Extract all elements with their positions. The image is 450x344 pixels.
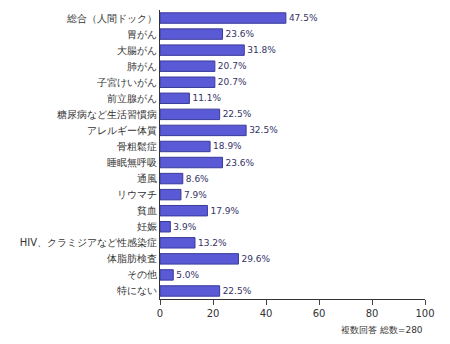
svg-text:22.5%: 22.5%	[223, 109, 252, 119]
svg-text:3.9%: 3.9%	[173, 222, 196, 232]
svg-text:リウマチ: リウマチ	[117, 189, 157, 200]
svg-text:胃がん: 胃がん	[127, 29, 157, 40]
svg-text:22.5%: 22.5%	[223, 286, 252, 296]
svg-text:子宮けいがん: 子宮けいがん	[97, 77, 157, 88]
svg-text:23.6%: 23.6%	[226, 158, 255, 168]
svg-text:肺がん: 肺がん	[127, 61, 157, 72]
svg-text:18.9%: 18.9%	[213, 141, 242, 151]
svg-text:20: 20	[207, 308, 220, 319]
svg-text:総合（人間ドック）: 総合（人間ドック）	[66, 13, 157, 24]
svg-text:睡眠無呼吸: 睡眠無呼吸	[107, 157, 157, 168]
svg-text:体脂肪検査: 体脂肪検査	[107, 253, 157, 264]
svg-text:20.7%: 20.7%	[218, 61, 247, 71]
svg-text:その他: その他	[127, 269, 157, 280]
svg-text:11.1%: 11.1%	[192, 93, 221, 103]
svg-text:40: 40	[260, 308, 273, 319]
svg-text:60: 60	[313, 308, 326, 319]
svg-text:糖尿病など生活習慣病: 糖尿病など生活習慣病	[57, 109, 157, 120]
svg-text:31.8%: 31.8%	[247, 45, 276, 55]
svg-text:23.6%: 23.6%	[226, 29, 255, 39]
svg-text:HIV、クラミジアなど性感染症: HIV、クラミジアなど性感染症	[20, 237, 157, 248]
svg-text:32.5%: 32.5%	[249, 125, 278, 135]
svg-text:貧血: 貧血	[137, 205, 157, 216]
svg-text:アレルギー体質: アレルギー体質	[87, 125, 157, 136]
svg-text:17.9%: 17.9%	[210, 206, 239, 216]
svg-text:29.6%: 29.6%	[241, 254, 270, 264]
svg-text:特にない: 特にない	[117, 285, 157, 296]
svg-text:100: 100	[415, 308, 434, 319]
svg-text:47.5%: 47.5%	[289, 13, 318, 23]
svg-text:7.9%: 7.9%	[184, 190, 207, 200]
svg-text:大腸がん: 大腸がん	[117, 45, 157, 56]
svg-text:8.6%: 8.6%	[186, 174, 209, 184]
svg-text:妊娠: 妊娠	[137, 221, 157, 232]
svg-text:複数回答 総数=280: 複数回答 総数=280	[341, 325, 423, 335]
svg-text:13.2%: 13.2%	[198, 238, 227, 248]
svg-text:5.0%: 5.0%	[176, 270, 199, 280]
svg-text:0: 0	[157, 308, 163, 319]
svg-text:骨粗鬆症: 骨粗鬆症	[117, 141, 157, 152]
svg-text:20.7%: 20.7%	[218, 77, 247, 87]
svg-text:通風: 通風	[137, 173, 157, 184]
svg-text:80: 80	[366, 308, 379, 319]
svg-text:前立腺がん: 前立腺がん	[107, 93, 157, 104]
